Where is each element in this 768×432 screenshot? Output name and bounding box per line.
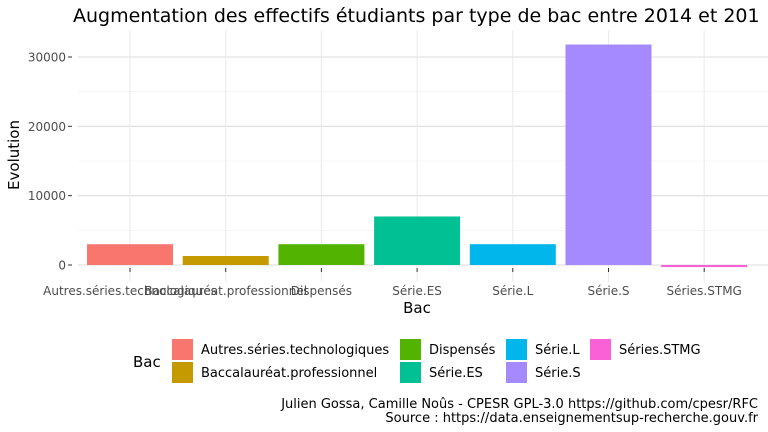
bar: [278, 244, 365, 265]
legend-label: Série.ES: [429, 366, 483, 381]
x-tick-label: Autres.séries.technologiques: [43, 284, 217, 298]
y-axis-title: Evolution: [5, 120, 23, 190]
legend-title: Bac: [133, 353, 161, 371]
x-tick-label: Série.L: [492, 284, 533, 298]
legend-key: [400, 362, 421, 383]
y-tick-label: 10000: [28, 189, 66, 203]
bar: [374, 216, 461, 265]
bar: [87, 244, 173, 265]
x-tick-label: Séries.STMG: [667, 284, 742, 298]
legend-key: [172, 362, 193, 383]
bar: [661, 265, 748, 268]
legend-key: [172, 339, 193, 360]
bar: [469, 244, 556, 265]
legend-key: [590, 339, 611, 360]
x-tick-label: Dispensés: [291, 284, 352, 298]
y-tick-label: 30000: [28, 51, 66, 65]
x-tick-label: Série.S: [587, 284, 629, 298]
legend-label: Autres.séries.technologiques: [201, 343, 389, 358]
legend-label: Baccalauréat.professionnel: [201, 366, 377, 381]
y-axis-tick-labels: 0 10000 20000 30000: [28, 51, 72, 273]
x-tick-label: Baccalauréat.professionnel: [144, 284, 307, 298]
caption-line-2: Source : https://data.enseignementsup-re…: [385, 411, 758, 426]
legend-key: [506, 362, 527, 383]
legend-label: Série.S: [535, 366, 581, 381]
y-tick-label: 20000: [28, 120, 66, 134]
caption-line-1: Julien Gossa, Camille Noûs - CPESR GPL-3…: [280, 397, 758, 412]
legend-label: Dispensés: [429, 343, 496, 358]
legend-label: Séries.STMG: [619, 343, 701, 358]
legend: Autres.séries.technologiques Baccalauréat…: [172, 339, 701, 383]
x-axis-title: Bac: [403, 299, 431, 317]
bars: [87, 44, 748, 268]
legend-key: [506, 339, 527, 360]
legend-key: [400, 339, 421, 360]
bar: [182, 255, 269, 265]
y-tick-label: 0: [58, 259, 66, 273]
legend-label: Série.L: [535, 343, 580, 358]
x-tick-label: Série.ES: [392, 284, 442, 298]
x-axis-tick-labels: Autres.séries.technologiquesBaccalauréat…: [43, 268, 742, 298]
chart-title: Augmentation des effectifs étudiants par…: [73, 5, 760, 27]
bar: [565, 44, 652, 265]
